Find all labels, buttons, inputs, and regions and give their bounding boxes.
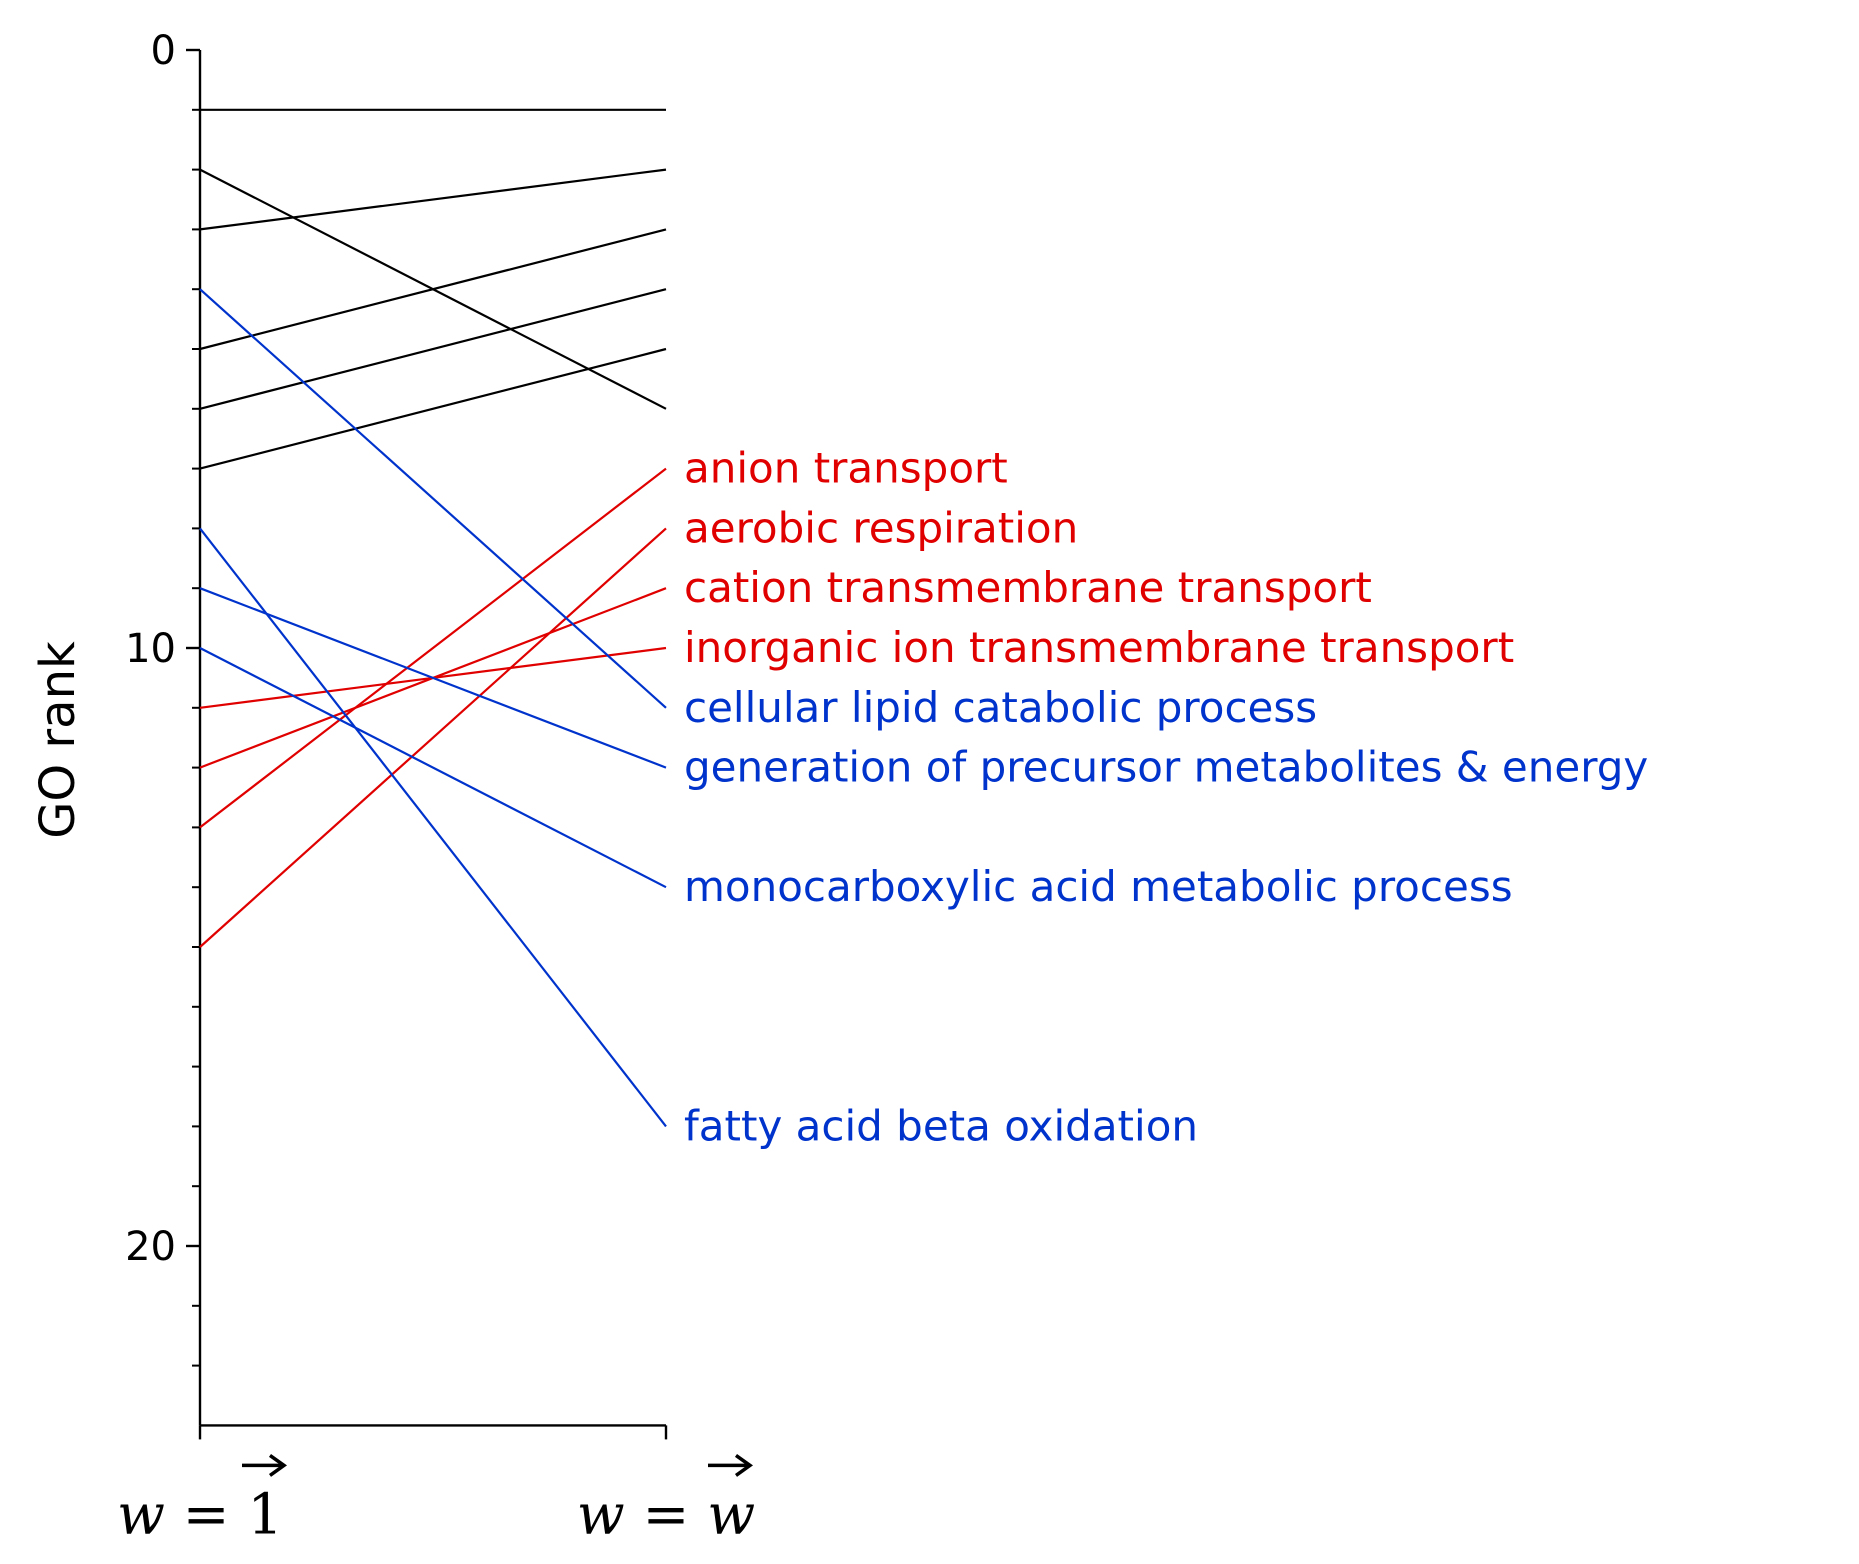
series-line: [199, 347, 667, 470]
series-label: generation of precursor metabolites & en…: [684, 743, 1648, 792]
series-line: [199, 527, 667, 1128]
series-label: anion transport: [684, 444, 1008, 493]
axes: 0 10 20 w = 1 w = w: [117, 28, 755, 1547]
vector-arrow-head: [268, 1453, 288, 1477]
series-line: [199, 288, 667, 410]
y-axis-title: GO rank: [30, 641, 86, 839]
series-label: fatty acid beta oxidation: [684, 1101, 1198, 1150]
series-line: [199, 168, 667, 231]
series-labels: anion transport aerobic respiration cation…: [684, 444, 1648, 1151]
y-tick-label: 10: [125, 626, 176, 672]
series-label: aerobic respiration: [684, 503, 1078, 552]
y-tick-label: 20: [125, 1224, 176, 1270]
series-line: [199, 587, 667, 769]
x-category-label: w = w: [577, 1453, 755, 1547]
series-label: cellular lipid catabolic process: [684, 683, 1317, 732]
series-line: [199, 527, 667, 948]
series-lines: [199, 108, 667, 1128]
x-category-text: w = 1: [117, 1482, 283, 1547]
x-category-text: w = w: [577, 1482, 755, 1547]
x-category-label: w = 1: [117, 1453, 288, 1547]
series-label: inorganic ion transmembrane transport: [684, 623, 1514, 672]
y-tick-label: 0: [151, 28, 176, 74]
vector-arrow-head: [734, 1453, 754, 1477]
series-label: monocarboxylic acid metabolic process: [684, 862, 1513, 911]
series-line: [199, 288, 667, 709]
series-label: cation transmembrane transport: [684, 563, 1372, 612]
series-line: [199, 647, 667, 889]
series-line: [199, 467, 667, 829]
series-line: [199, 228, 667, 351]
